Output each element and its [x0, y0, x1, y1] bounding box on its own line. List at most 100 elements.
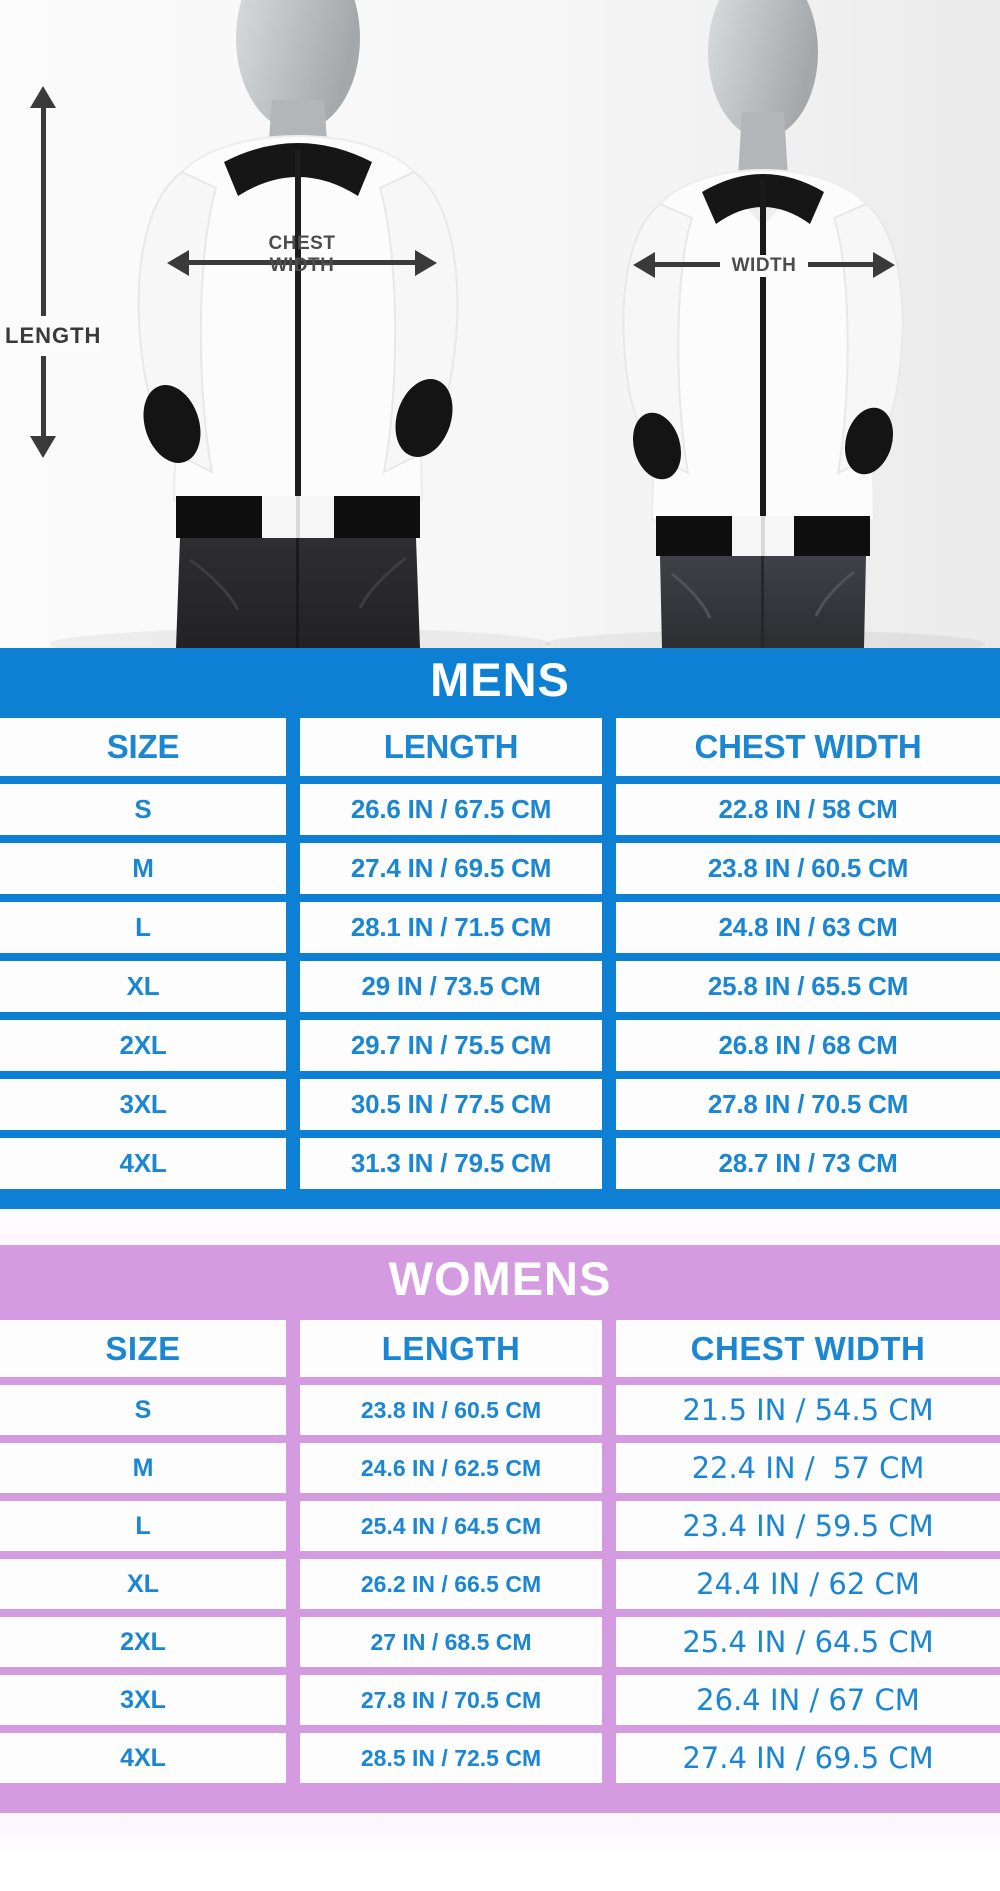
womens-left-cuff — [632, 412, 682, 480]
arrow-right-icon — [873, 252, 895, 278]
size-cell: 4XL — [0, 1138, 286, 1189]
chest-width-cell: 21.5 IN / 54.5 CM — [616, 1385, 1000, 1435]
length-cell: 27.4 IN / 69.5 CM — [300, 843, 602, 894]
mannequins-illustration — [50, 0, 985, 648]
womens-jeans-seam — [761, 556, 764, 648]
mens-header-row: SIZE LENGTH CHEST WIDTH — [0, 718, 1000, 776]
column-header-length: LENGTH — [300, 1320, 602, 1377]
length-cell: 31.3 IN / 79.5 CM — [300, 1138, 602, 1189]
womens-mannequin — [622, 0, 904, 648]
length-cell: 27.8 IN / 70.5 CM — [300, 1675, 602, 1725]
chest-width-cell: 22.4 IN / 57 CM — [616, 1443, 1000, 1493]
size-cell: S — [0, 1385, 286, 1435]
womens-hem-zipper-line — [761, 516, 765, 556]
length-cell: 23.8 IN / 60.5 CM — [300, 1385, 602, 1435]
womens-jeans-pocket-left — [671, 572, 712, 619]
womens-table-title: WOMENS — [388, 1252, 612, 1305]
chest-width-cell: 25.4 IN / 64.5 CM — [616, 1617, 1000, 1667]
chest-width-cell: 23.4 IN / 59.5 CM — [616, 1501, 1000, 1551]
chest-width-cell: 26.8 IN / 68 CM — [616, 1020, 1000, 1071]
column-header-chest-width: CHEST WIDTH — [616, 1320, 1000, 1377]
table-row: 2XL 27 IN / 68.5 CM 25.4 IN / 64.5 CM — [0, 1617, 1000, 1667]
chest-width-cell: 23.8 IN / 60.5 CM — [616, 843, 1000, 894]
mens-left-cuff — [143, 385, 201, 463]
chest-width-arrow-line — [184, 260, 420, 265]
table-row: XL 29 IN / 73.5 CM 25.8 IN / 65.5 CM — [0, 961, 1000, 1012]
length-arrow-line — [41, 103, 46, 441]
chest-width-cell: 22.8 IN / 58 CM — [616, 784, 1000, 835]
size-cell: M — [0, 1443, 286, 1493]
mens-right-cuff — [395, 379, 453, 457]
arrow-right-icon — [415, 250, 437, 276]
chest-width-cell: 28.7 IN / 73 CM — [616, 1138, 1000, 1189]
mens-zipper — [295, 150, 301, 500]
length-cell: 26.6 IN / 67.5 CM — [300, 784, 602, 835]
size-cell: XL — [0, 961, 286, 1012]
table-row: 2XL 29.7 IN / 75.5 CM 26.8 IN / 68 CM — [0, 1020, 1000, 1071]
table-row: XL 26.2 IN / 66.5 CM 24.4 IN / 62 CM — [0, 1559, 1000, 1609]
mens-head — [236, 0, 360, 131]
length-cell: 28.5 IN / 72.5 CM — [300, 1733, 602, 1783]
length-cell: 29.7 IN / 75.5 CM — [300, 1020, 602, 1071]
womens-zipper — [760, 180, 766, 520]
mens-table-title: MENS — [430, 652, 570, 706]
arrow-left-icon — [167, 250, 189, 276]
chest-width-label-line2: WIDTH — [269, 255, 335, 276]
size-cell: XL — [0, 1559, 286, 1609]
column-header-chest-width: CHEST WIDTH — [616, 718, 1000, 776]
table-row: 3XL 27.8 IN / 70.5 CM 26.4 IN / 67 CM — [0, 1675, 1000, 1725]
table-row: 3XL 30.5 IN / 77.5 CM 27.8 IN / 70.5 CM — [0, 1079, 1000, 1130]
length-cell: 29 IN / 73.5 CM — [300, 961, 602, 1012]
chest-width-label: CHEST WIDTH — [167, 233, 437, 277]
table-row: S 26.6 IN / 67.5 CM 22.8 IN / 58 CM — [0, 784, 1000, 835]
chest-width-label-line1: CHEST — [268, 233, 336, 254]
chest-width-cell: 24.4 IN / 62 CM — [616, 1559, 1000, 1609]
length-cell: 28.1 IN / 71.5 CM — [300, 902, 602, 953]
chest-width-cell: 27.8 IN / 70.5 CM — [616, 1079, 1000, 1130]
column-header-size: SIZE — [0, 1320, 286, 1377]
length-cell: 25.4 IN / 64.5 CM — [300, 1501, 602, 1551]
length-cell: 26.2 IN / 66.5 CM — [300, 1559, 602, 1609]
table-row: S 23.8 IN / 60.5 CM 21.5 IN / 54.5 CM — [0, 1385, 1000, 1435]
length-label: LENGTH — [3, 316, 104, 356]
chest-width-cell: 26.4 IN / 67 CM — [616, 1675, 1000, 1725]
mens-jeans-seam — [296, 538, 299, 648]
table-row: L 25.4 IN / 64.5 CM 23.4 IN / 59.5 CM — [0, 1501, 1000, 1551]
width-label: WIDTH — [633, 255, 895, 277]
mens-mannequin — [137, 0, 459, 648]
product-photo-section: LENGTH CHEST WIDTH WIDTH — [0, 0, 1000, 648]
table-row: M 27.4 IN / 69.5 CM 23.8 IN / 60.5 CM — [0, 843, 1000, 894]
chest-width-cell: 27.4 IN / 69.5 CM — [616, 1733, 1000, 1783]
mens-hem-zipper-line — [296, 496, 300, 538]
size-cell: L — [0, 1501, 286, 1551]
column-header-length: LENGTH — [300, 718, 602, 776]
womens-jeans-pocket-right — [814, 570, 855, 617]
table-row: 4XL 31.3 IN / 79.5 CM 28.7 IN / 73 CM — [0, 1138, 1000, 1189]
length-cell: 27 IN / 68.5 CM — [300, 1617, 602, 1667]
table-row: L 28.1 IN / 71.5 CM 24.8 IN / 63 CM — [0, 902, 1000, 953]
chest-width-arrow — [167, 250, 437, 276]
chest-width-cell: 25.8 IN / 65.5 CM — [616, 961, 1000, 1012]
table-row: 4XL 28.5 IN / 72.5 CM 27.4 IN / 69.5 CM — [0, 1733, 1000, 1783]
size-cell: S — [0, 784, 286, 835]
length-cell: 30.5 IN / 77.5 CM — [300, 1079, 602, 1130]
size-cell: 3XL — [0, 1675, 286, 1725]
width-label-text: WIDTH — [719, 255, 809, 277]
womens-header-row: SIZE LENGTH CHEST WIDTH — [0, 1320, 1000, 1377]
mens-size-table: MENS SIZE LENGTH CHEST WIDTH S 26.6 IN /… — [0, 648, 1000, 1209]
size-cell: 4XL — [0, 1733, 286, 1783]
chest-width-cell: 24.8 IN / 63 CM — [616, 902, 1000, 953]
bottom-whitespace — [0, 1813, 1000, 1891]
column-header-size: SIZE — [0, 718, 286, 776]
womens-head — [708, 0, 818, 138]
length-cell: 24.6 IN / 62.5 CM — [300, 1443, 602, 1493]
size-cell: 3XL — [0, 1079, 286, 1130]
section-divider — [0, 1209, 1000, 1245]
length-arrow — [30, 86, 57, 458]
table-row: M 24.6 IN / 62.5 CM 22.4 IN / 57 CM — [0, 1443, 1000, 1493]
womens-size-table: WOMENS SIZE LENGTH CHEST WIDTH S 23.8 IN… — [0, 1245, 1000, 1813]
size-cell: M — [0, 843, 286, 894]
size-cell: L — [0, 902, 286, 953]
size-cell: 2XL — [0, 1617, 286, 1667]
